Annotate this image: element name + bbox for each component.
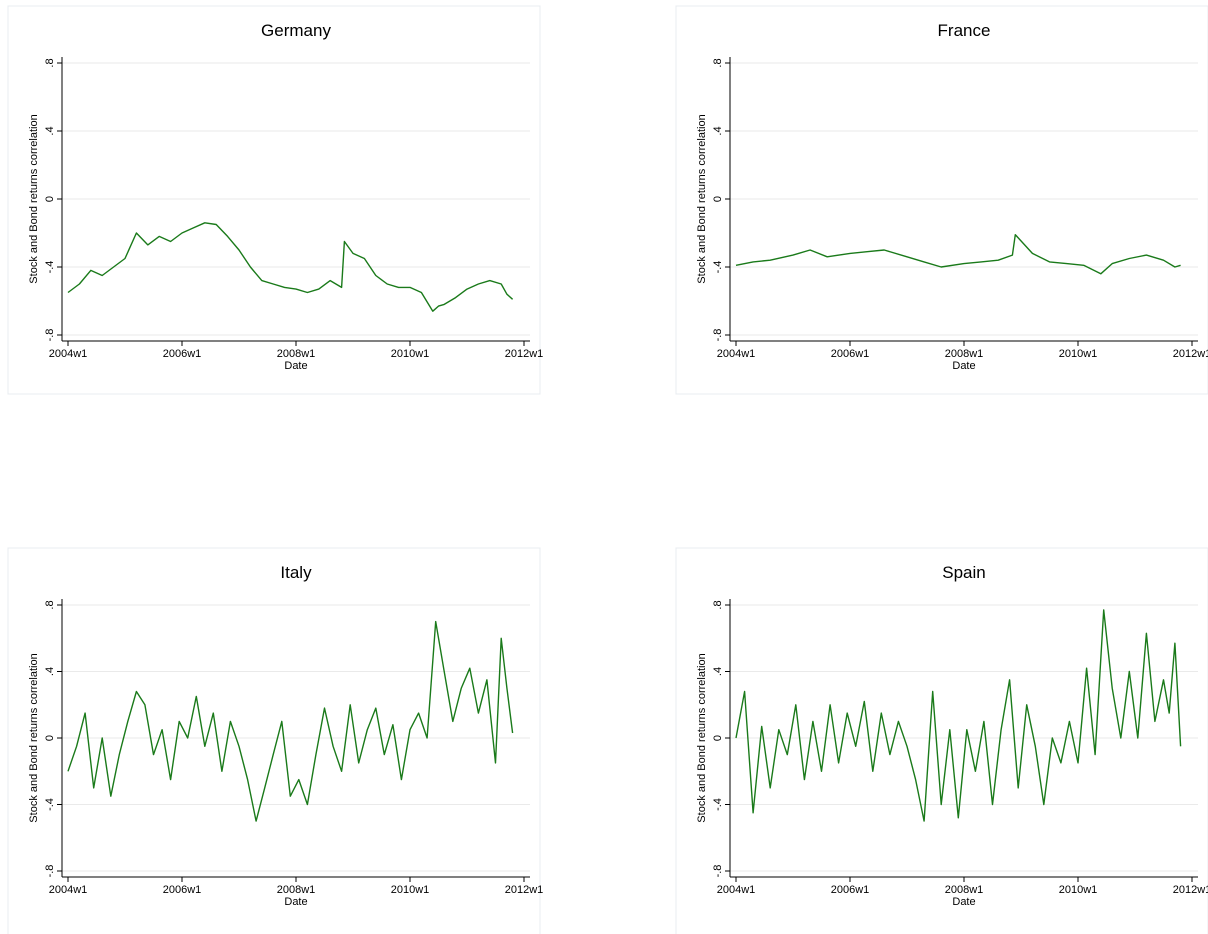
x-axis-label: Date [284,896,307,908]
y-tick-label: .4 [44,667,56,676]
panel-frame [7,547,541,934]
chart-panel-france: -.8 -.4 0 .4 .8 2004w1 2006w1 2008w1 2010w1 2012w… [675,5,1208,395]
chart-title: Italy [280,563,312,582]
x-tick-label: 2012w1 [1173,884,1208,896]
x-tick-label: 2010w1 [1059,884,1098,896]
x-tick-label: 2004w1 [49,884,88,896]
y-tick-label: -.4 [712,798,724,811]
chart-panel-spain: -.8 -.4 0 .4 .8 2004w1 2006w1 2008w1 2010w1 2012w… [675,547,1208,934]
chart-panel-germany: -.8 -.4 0 .4 .8 2004w1 2006w1 2008w1 2010w1 2012w… [7,5,544,395]
x-tick-label: 2012w1 [1173,348,1208,360]
y-tick-label: -.4 [44,798,56,811]
y-tick-label: -.8 [712,329,724,342]
x-tick-label: 2008w1 [277,884,316,896]
x-tick-label: 2004w1 [717,884,756,896]
series-line-0 [735,609,1182,822]
x-axis-label: Date [952,896,975,908]
y-tick-label: .4 [44,126,56,135]
y-axis-label: Stock and Bond returns correlation [696,653,708,822]
chart-title: Germany [261,21,331,40]
y-tick-label: -.4 [44,261,56,274]
x-tick-label: 2010w1 [391,884,430,896]
y-tick-label: 0 [44,735,56,741]
y-tick-label: .8 [44,58,56,67]
series-line-0 [67,222,514,312]
panel-frame [7,5,541,395]
y-tick-label: .8 [44,600,56,609]
x-tick-label: 2006w1 [831,884,870,896]
x-tick-label: 2006w1 [163,348,202,360]
x-axis-label: Date [952,360,975,372]
series-line-0 [67,620,514,822]
x-tick-label: 2010w1 [391,348,430,360]
x-tick-label: 2010w1 [1059,348,1098,360]
x-tick-label: 2008w1 [945,348,984,360]
series-line-0 [735,234,1181,275]
x-tick-label: 2006w1 [831,348,870,360]
y-tick-label: -.4 [712,261,724,274]
x-tick-label: 2004w1 [717,348,756,360]
x-axis-label: Date [284,360,307,372]
y-axis-label: Stock and Bond returns correlation [28,653,40,822]
panel-frame [675,5,1208,395]
y-tick-label: 0 [712,196,724,202]
y-tick-label: -.8 [44,329,56,342]
y-tick-label: 0 [712,735,724,741]
y-tick-label: .8 [712,600,724,609]
y-tick-label: -.8 [712,865,724,878]
x-tick-label: 2004w1 [49,348,88,360]
x-tick-label: 2012w1 [505,884,544,896]
y-tick-label: -.8 [44,865,56,878]
x-tick-label: 2006w1 [163,884,202,896]
y-tick-label: .4 [712,667,724,676]
y-tick-label: 0 [44,196,56,202]
y-tick-label: .8 [712,58,724,67]
y-tick-label: .4 [712,126,724,135]
chart-title: France [938,21,991,40]
x-tick-label: 2008w1 [277,348,316,360]
y-axis-label: Stock and Bond returns correlation [696,114,708,283]
panel-frame [675,547,1208,934]
chart-panel-italy: -.8 -.4 0 .4 .8 2004w1 2006w1 2008w1 2010w1 2012w… [7,547,544,934]
y-axis-label: Stock and Bond returns correlation [28,114,40,283]
x-tick-label: 2008w1 [945,884,984,896]
chart-title: Spain [942,563,985,582]
x-tick-label: 2012w1 [505,348,544,360]
